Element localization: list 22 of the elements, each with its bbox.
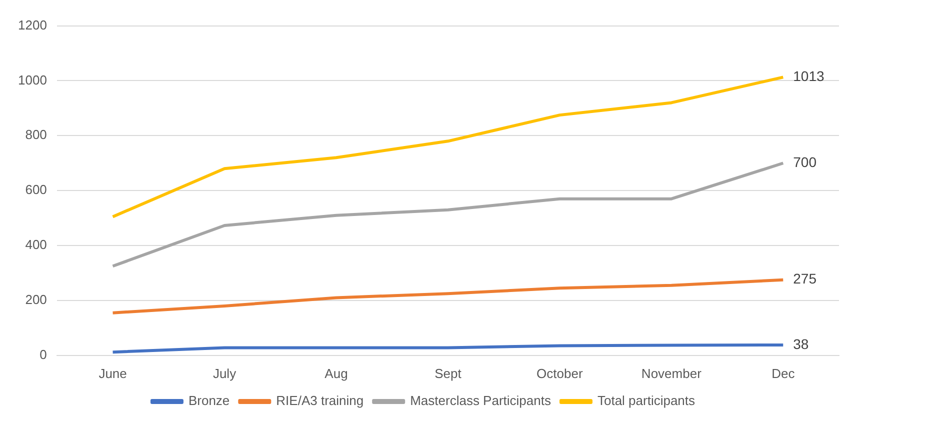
y-tick-label: 1000 [18,72,47,88]
y-tick-label: 1200 [18,17,47,32]
data-label: 38 [793,336,809,352]
legend-label: RIE/A3 training [276,393,364,408]
x-tick-label: Dec [772,366,796,381]
x-tick-label: June [98,366,127,381]
legend-label: Total participants [597,393,696,408]
data-label: 1013 [793,68,824,84]
data-label: 275 [793,270,817,287]
y-tick-label: 200 [25,292,47,308]
x-tick-label: Sept [434,366,462,381]
y-tick-label: 400 [25,237,47,252]
y-tick-label: 0 [40,346,47,362]
legend-label: Masterclass Participants [410,393,552,408]
y-tick-label: 600 [25,182,47,198]
data-label: 700 [793,154,817,170]
x-tick-label: November [641,366,702,381]
x-tick-label: Aug [324,366,348,381]
x-tick-label: July [212,366,237,381]
x-tick-label: October [536,366,584,381]
legend-label: Bronze [188,393,230,408]
y-tick-label: 800 [25,127,47,142]
